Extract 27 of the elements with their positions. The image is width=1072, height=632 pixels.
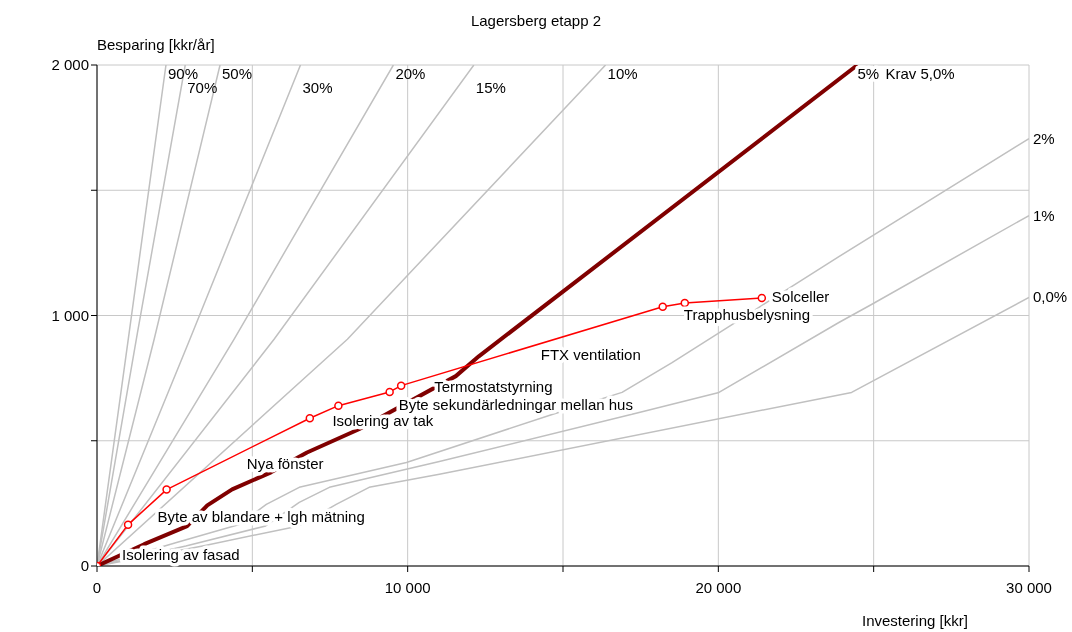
y-tick-label: 1 000 — [51, 306, 89, 324]
annotation: Isolering av fasad — [122, 545, 240, 563]
x-axis-title: Investering [kkr] — [862, 612, 968, 629]
series-label: Krav 5,0% — [885, 65, 955, 82]
series-label: 20% — [395, 65, 426, 82]
y-axis-title: Besparing [kkr/år] — [97, 36, 215, 53]
x-tick-label: 0 — [92, 578, 102, 596]
series-label: 90% — [167, 65, 198, 82]
x-tick-label: 20 000 — [695, 578, 742, 596]
series-label: 30% — [302, 79, 333, 96]
series-label: 15% — [475, 79, 506, 96]
x-tick-label: 30 000 — [1006, 578, 1052, 596]
series-label: 70% — [187, 79, 218, 96]
annotation: Solceller — [771, 287, 830, 305]
series-label: 10% — [607, 65, 638, 82]
y-tick-label: 2 000 — [51, 56, 89, 74]
annotation: Trapphusbelysning — [683, 305, 810, 323]
series-label: 1% — [1033, 206, 1055, 224]
series-label: 0,0% — [1033, 288, 1068, 306]
series-label: 50% — [222, 65, 253, 82]
series-label: 2% — [1033, 129, 1055, 147]
y-tick-label: 0 — [80, 557, 89, 575]
x-tick-label: 10 000 — [384, 578, 431, 596]
annotation: 5% — [857, 65, 880, 82]
chart-title: Lagersberg etapp 2 — [469, 12, 603, 29]
annotation: Termostatstyrning — [434, 377, 553, 395]
annotation: FTX ventilation — [540, 345, 641, 363]
